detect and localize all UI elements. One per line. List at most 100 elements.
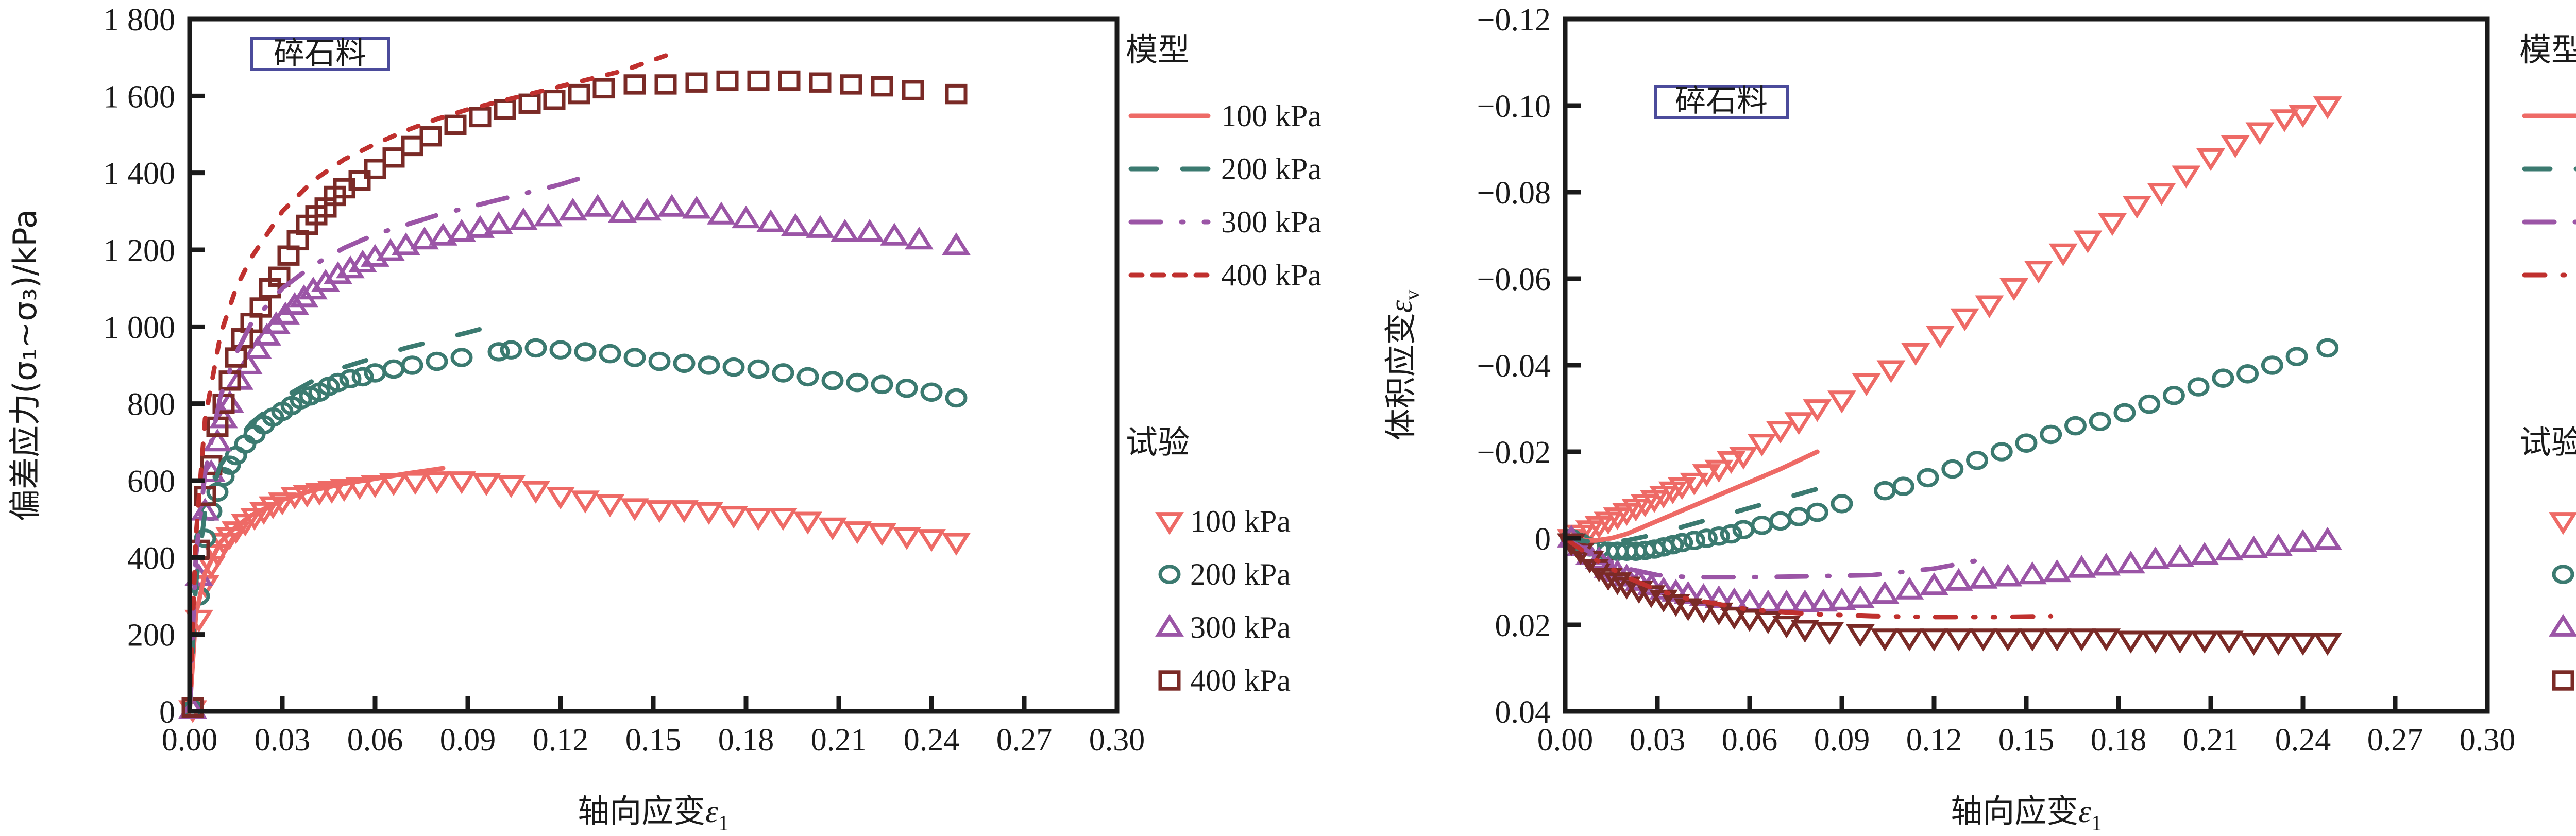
data-point — [732, 205, 760, 229]
data-point — [1990, 442, 2013, 462]
data-point — [855, 219, 884, 242]
data-point — [1806, 502, 1828, 522]
data-point — [1874, 481, 1896, 501]
data-point — [1766, 421, 1795, 444]
data-point — [1584, 546, 1614, 569]
data-point — [2214, 537, 2244, 561]
data-point — [645, 500, 674, 523]
data-point — [2313, 526, 2342, 550]
right-axis-ticks: 0.00 0.03 0.06 0.09 0.12 0.15 0.18 0.21 0.24 0.27… — [1477, 3, 2516, 758]
data-point — [2221, 135, 2250, 158]
data-point — [1827, 390, 1856, 414]
data-point — [472, 473, 501, 497]
data-point — [429, 223, 457, 246]
data-point — [1852, 373, 1881, 396]
legend-test-label: 400 kPa — [1190, 663, 1291, 697]
data-point — [1753, 589, 1783, 612]
data-point — [1809, 588, 1838, 612]
data-point — [633, 197, 662, 221]
data-point — [1772, 616, 1801, 639]
data-point — [1707, 526, 1730, 546]
data-point — [1901, 343, 1930, 366]
data-point — [2116, 551, 2145, 574]
data-point — [846, 372, 869, 393]
right-annotation-border — [1654, 85, 1789, 119]
data-point — [1689, 583, 1718, 606]
data-point — [243, 336, 272, 360]
y-tick-label: 0 — [1535, 522, 1551, 557]
y-tick-label: −0.04 — [1477, 349, 1551, 384]
data-point — [2042, 559, 2072, 583]
legend-test-marker — [2552, 670, 2574, 691]
model-line-400kpa — [1563, 536, 2054, 620]
data-point — [392, 232, 420, 255]
data-point — [2264, 533, 2293, 556]
data-point — [546, 486, 575, 510]
data-point — [2162, 386, 2185, 405]
x-tick-label: 0.18 — [718, 723, 774, 758]
right-plot-marks — [1556, 96, 2342, 656]
legend-test-marker — [2549, 613, 2576, 637]
data-point — [2147, 183, 2176, 206]
data-point — [1895, 576, 1924, 600]
data-point — [796, 367, 819, 387]
data-point — [401, 472, 430, 495]
y-tick-label: −0.12 — [1477, 3, 1551, 38]
data-point — [1969, 628, 1998, 652]
test-series-400kpa — [1556, 533, 2342, 656]
data-point — [1753, 611, 1783, 634]
data-point — [348, 170, 371, 191]
data-point — [558, 197, 587, 221]
data-point — [401, 355, 423, 375]
legend-model-label: 200 kPa — [1221, 152, 1321, 186]
data-point — [1925, 326, 1955, 349]
x-tick-label: 0.30 — [1089, 723, 1145, 758]
data-point — [330, 479, 359, 502]
data-point — [571, 490, 600, 514]
data-point — [2048, 243, 2078, 266]
data-point — [2190, 542, 2219, 565]
data-point — [2261, 355, 2283, 375]
data-point — [843, 521, 872, 544]
right-plot-frame — [1563, 16, 2490, 714]
data-point — [212, 393, 235, 414]
data-point — [1692, 464, 1721, 487]
data-point — [871, 76, 893, 97]
data-point — [1944, 568, 1973, 591]
left-annotation-box: 碎石料 — [250, 36, 390, 72]
left-y-axis-title: 偏差应力(σ₁~σ₃)/kPa — [6, 209, 44, 521]
y-tick-label: 0.02 — [1495, 608, 1551, 643]
data-point — [2187, 377, 2210, 397]
data-point — [2289, 105, 2317, 128]
data-point — [2042, 628, 2072, 652]
model-line-300kpa — [1563, 536, 1982, 580]
model-line-300kpa — [187, 174, 588, 714]
data-point — [902, 80, 924, 100]
data-point — [2141, 546, 2170, 569]
data-point — [880, 223, 909, 246]
data-point — [2089, 412, 2111, 432]
left-annotation-border — [250, 37, 390, 71]
left-x-axis-title-main: 轴向应变 — [578, 792, 705, 830]
data-point — [1790, 589, 1820, 612]
data-point — [831, 219, 859, 242]
data-point — [769, 508, 798, 531]
data-point — [620, 498, 649, 521]
data-point — [1920, 572, 1948, 595]
data-point — [685, 72, 708, 93]
data-point — [772, 363, 794, 383]
data-point — [905, 226, 934, 250]
y-tick-label: 400 — [127, 541, 175, 576]
y-tick-label: −0.08 — [1477, 176, 1551, 211]
x-tick-label: 0.21 — [811, 723, 867, 758]
data-point — [2270, 109, 2299, 132]
data-point — [364, 159, 386, 179]
x-tick-label: 0.03 — [1630, 723, 1686, 758]
y-tick-label: 1 200 — [104, 233, 176, 268]
y-tick-label: 1 000 — [104, 310, 176, 345]
data-point — [2165, 630, 2195, 654]
data-point — [1876, 360, 1906, 383]
data-point — [1815, 622, 1844, 645]
data-point — [447, 471, 476, 494]
data-point — [920, 382, 943, 402]
